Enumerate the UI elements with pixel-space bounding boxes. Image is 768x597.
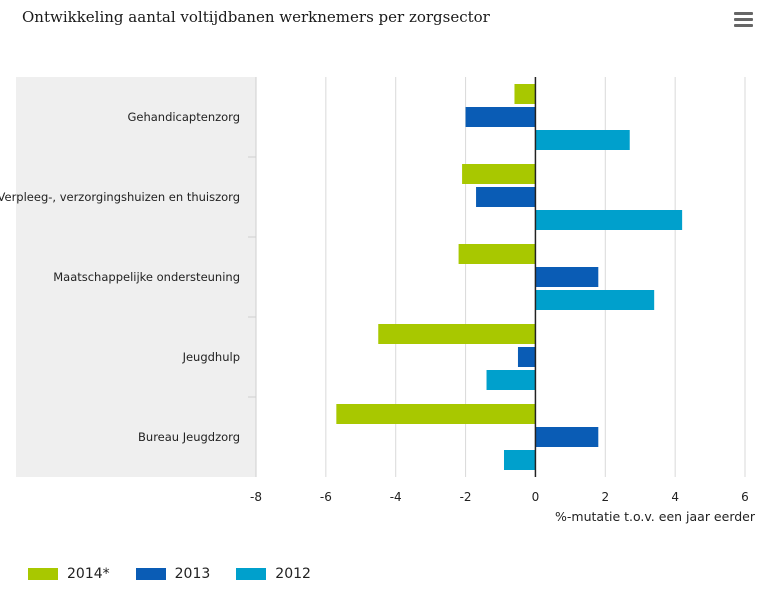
category-label: Verpleeg-, verzorgingshuizen en thuiszor… bbox=[0, 190, 240, 204]
bar bbox=[535, 267, 599, 287]
menu-icon[interactable] bbox=[734, 12, 753, 27]
category-label: Bureau Jeugdzorg bbox=[138, 430, 240, 444]
x-tick-label: 0 bbox=[532, 490, 540, 504]
bar bbox=[465, 107, 536, 127]
bar bbox=[535, 130, 630, 150]
legend-item[interactable]: 2012 bbox=[236, 566, 311, 582]
chart-title: Ontwikkeling aantal voltijdbanen werknem… bbox=[22, 8, 490, 26]
bar bbox=[462, 164, 536, 184]
legend-label: 2013 bbox=[174, 566, 211, 582]
x-tick-label: -2 bbox=[460, 490, 472, 504]
x-tick-label: -4 bbox=[390, 490, 402, 504]
bar bbox=[378, 324, 536, 344]
x-tick-label: -6 bbox=[320, 490, 332, 504]
bar bbox=[535, 290, 655, 310]
legend-label: 2012 bbox=[275, 566, 311, 582]
legend-swatch bbox=[28, 568, 58, 580]
legend-swatch bbox=[236, 568, 267, 580]
bar bbox=[503, 450, 536, 470]
category-label: Jeugdhulp bbox=[182, 350, 240, 364]
legend-item[interactable]: 2014* bbox=[28, 566, 110, 582]
x-tick-label: -8 bbox=[250, 490, 262, 504]
bar bbox=[517, 347, 536, 367]
bar bbox=[458, 244, 536, 264]
legend-item[interactable]: 2013 bbox=[135, 566, 211, 582]
bar bbox=[535, 210, 683, 230]
x-axis-label: %-mutatie t.o.v. een jaar eerder bbox=[555, 509, 756, 524]
x-tick-label: 6 bbox=[741, 490, 749, 504]
category-label: Gehandicaptenzorg bbox=[127, 110, 240, 124]
legend-swatch bbox=[135, 568, 166, 580]
x-tick-label: 2 bbox=[601, 490, 609, 504]
category-label: Maatschappelijke ondersteuning bbox=[53, 270, 240, 284]
bar bbox=[476, 187, 536, 207]
x-tick-label: 4 bbox=[671, 490, 679, 504]
bar bbox=[514, 84, 536, 104]
category-label-panel bbox=[16, 77, 256, 477]
chart-legend: 2014* 2013 2012 bbox=[28, 566, 337, 582]
bar bbox=[336, 404, 536, 424]
legend-label: 2014* bbox=[67, 566, 110, 582]
bar bbox=[486, 370, 536, 390]
bar bbox=[535, 427, 599, 447]
